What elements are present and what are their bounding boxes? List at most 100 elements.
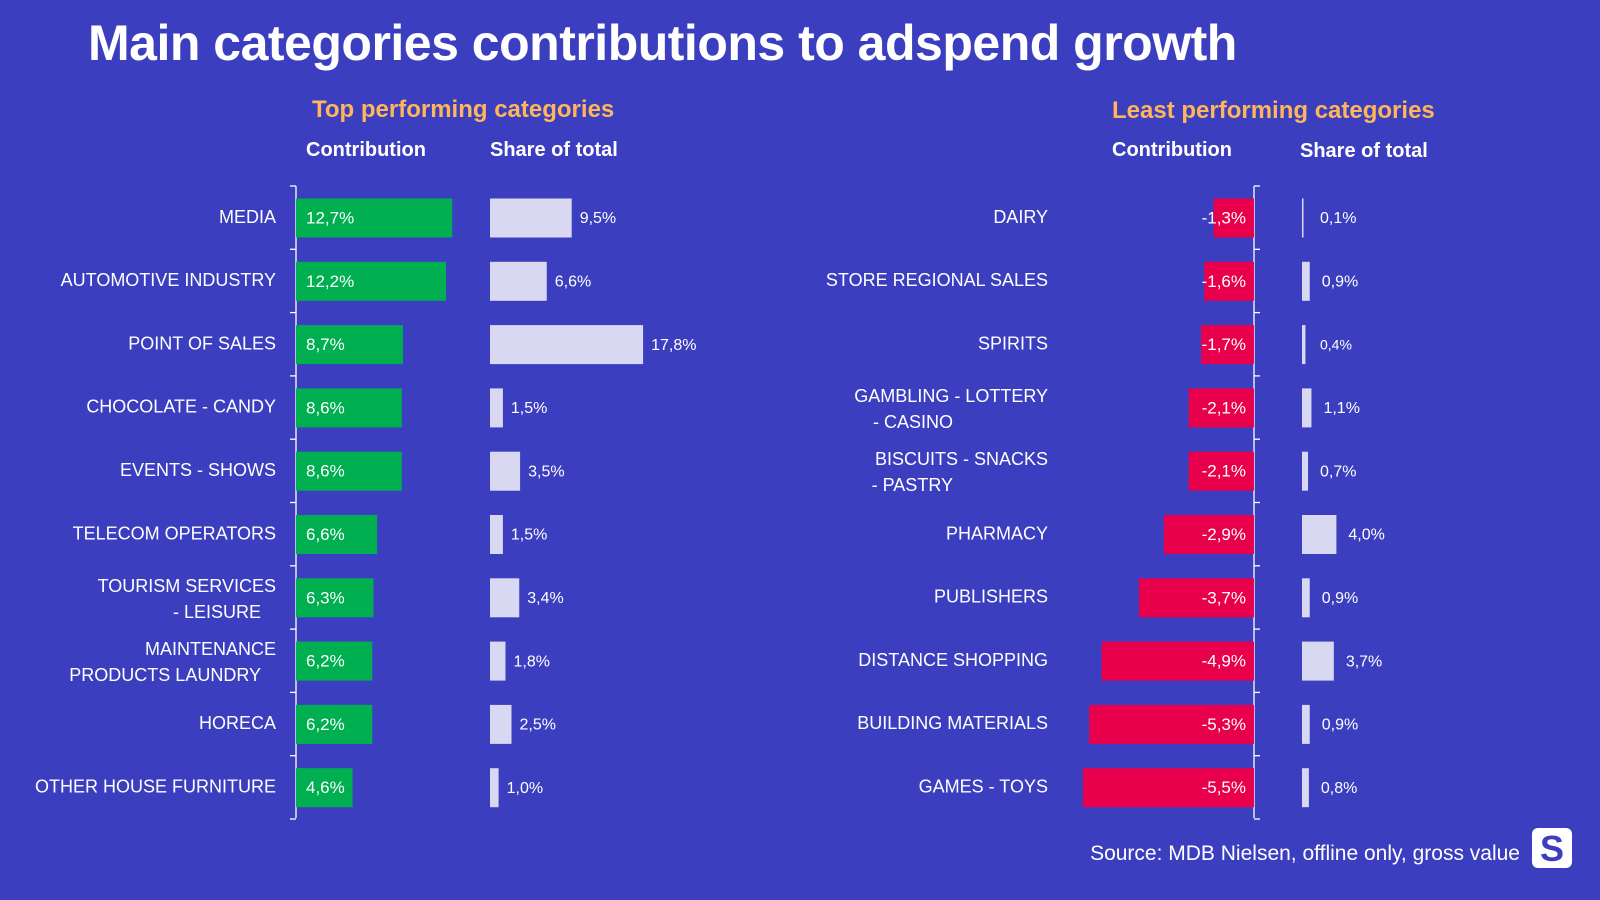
top-category-label-line: - LEISURE (173, 602, 261, 622)
top-category-label: OTHER HOUSE FURNITURE (35, 776, 276, 796)
top-contribution-bar (296, 578, 374, 618)
top-share-bar (490, 261, 547, 301)
top-contribution-bar (296, 325, 404, 365)
least-share-bar (1302, 261, 1310, 301)
top-contribution-value: 6,2% (306, 715, 345, 734)
top-share-value: 3,5% (528, 463, 564, 480)
top-share-value: 1,0% (507, 780, 543, 797)
least-share-bar (1302, 451, 1309, 491)
top-contribution-header: Contribution (306, 139, 426, 161)
top-category-label-line: TOURISM SERVICES (98, 576, 276, 596)
least-share-bar (1302, 325, 1306, 365)
top-share-value: 1,8% (513, 653, 549, 670)
top-share-bar (490, 451, 521, 491)
least-category-label: PUBLISHERS (934, 587, 1048, 607)
least-share-bar (1302, 198, 1304, 238)
top-share-value: 6,6% (555, 274, 591, 291)
top-contribution-value: 12,7% (306, 208, 354, 227)
top-panel-title: Top performing categories (312, 96, 615, 123)
least-contribution-bar (1138, 578, 1254, 618)
least-contribution-bar (1101, 641, 1254, 681)
top-share-value: 17,8% (651, 337, 696, 354)
top-share-bar (490, 578, 520, 618)
least-share-value: 0,4% (1320, 336, 1352, 352)
top-share-bar (490, 198, 572, 238)
top-category-label: POINT OF SALES (128, 333, 276, 353)
top-contribution-value: 6,2% (306, 652, 345, 671)
least-share-value: 0,9% (1322, 274, 1358, 291)
least-contribution-value: -1,7% (1202, 335, 1246, 354)
top-contribution-value: 6,3% (306, 588, 345, 607)
least-contribution-bar (1082, 768, 1254, 808)
top-share-value: 9,5% (580, 210, 616, 227)
top-share-value: 1,5% (511, 400, 547, 417)
top-share-bar (490, 704, 512, 744)
least-contribution-value: -1,3% (1202, 208, 1246, 227)
top-contribution-value: 8,6% (306, 398, 345, 417)
least-category-label: GAMBLING - LOTTERY - CASINO (854, 386, 1048, 432)
least-contribution-value: -2,1% (1202, 462, 1246, 481)
top-contribution-value: 6,6% (306, 525, 345, 544)
least-category-label-line: GAMBLING - LOTTERY (854, 386, 1048, 406)
top-share-bar (490, 388, 503, 428)
logo-letter: S (1540, 828, 1564, 869)
top-contribution-value: 12,2% (306, 272, 354, 291)
brand-logo: S (1532, 828, 1572, 869)
top-contribution-bar (296, 641, 373, 681)
top-contribution-bar (296, 388, 402, 428)
top-category-label: TOURISM SERVICES - LEISURE (98, 576, 276, 622)
least-share-bar (1302, 578, 1310, 618)
top-contribution-bar (296, 261, 447, 301)
least-contribution-bar (1201, 325, 1254, 365)
least-share-value: 3,7% (1346, 653, 1382, 670)
top-contribution-value: 8,7% (306, 335, 345, 354)
top-category-label: MEDIA (219, 207, 276, 227)
least-contribution-bar (1188, 388, 1254, 428)
least-category-label: BUILDING MATERIALS (857, 713, 1048, 733)
least-contribution-value: -3,7% (1202, 588, 1246, 607)
top-category-label: HORECA (199, 713, 276, 733)
least-contribution-bar (1204, 261, 1254, 301)
source-note: Source: MDB Nielsen, offline only, gross… (1090, 842, 1520, 865)
least-category-label: GAMES - TOYS (919, 776, 1048, 796)
least-contribution-bar (1163, 515, 1254, 554)
least-contribution-header: Contribution (1112, 139, 1232, 161)
top-category-label: TELECOM OPERATORS (73, 523, 276, 543)
least-category-label: DISTANCE SHOPPING (858, 650, 1048, 670)
least-contribution-value: -2,1% (1202, 398, 1246, 417)
top-contribution-bar (296, 451, 402, 491)
top-share-bar (490, 325, 644, 365)
top-category-label-line: PRODUCTS LAUNDRY (69, 665, 261, 685)
top-share-value: 2,5% (520, 717, 556, 734)
least-share-value: 0,1% (1320, 210, 1356, 227)
least-share-bar (1302, 704, 1310, 744)
least-share-value: 0,7% (1320, 463, 1356, 480)
least-contribution-value: -5,5% (1202, 778, 1246, 797)
top-share-bar (490, 515, 503, 554)
least-contribution-value: -2,9% (1202, 525, 1246, 544)
logo-background (1532, 828, 1572, 868)
least-panel-title: Least performing categories (1112, 97, 1435, 124)
least-category-label-line: - CASINO (873, 412, 953, 432)
top-share-header: Share of total (490, 139, 618, 161)
least-share-bar (1302, 768, 1309, 808)
least-share-value: 1,1% (1323, 400, 1359, 417)
top-share-value: 3,4% (527, 590, 563, 607)
least-contribution-value: -4,9% (1202, 652, 1246, 671)
top-contribution-bar (296, 768, 353, 808)
top-category-label: EVENTS - SHOWS (120, 460, 276, 480)
page-title: Main categories contributions to adspend… (88, 15, 1237, 71)
least-contribution-value: -1,6% (1202, 272, 1246, 291)
least-category-label: BISCUITS - SNACKS - PASTRY (872, 449, 1048, 495)
least-share-header: Share of total (1300, 140, 1428, 162)
top-category-label-line: MAINTENANCE (145, 639, 276, 659)
least-share-value: 4,0% (1348, 527, 1384, 544)
top-contribution-bar (296, 704, 373, 744)
top-category-label: AUTOMOTIVE INDUSTRY (61, 270, 276, 290)
least-share-bar (1302, 641, 1334, 681)
top-category-label: CHOCOLATE - CANDY (86, 397, 276, 417)
least-share-value: 0,9% (1322, 717, 1358, 734)
least-contribution-bar (1089, 704, 1254, 744)
least-category-label-line: - PASTRY (872, 475, 953, 495)
